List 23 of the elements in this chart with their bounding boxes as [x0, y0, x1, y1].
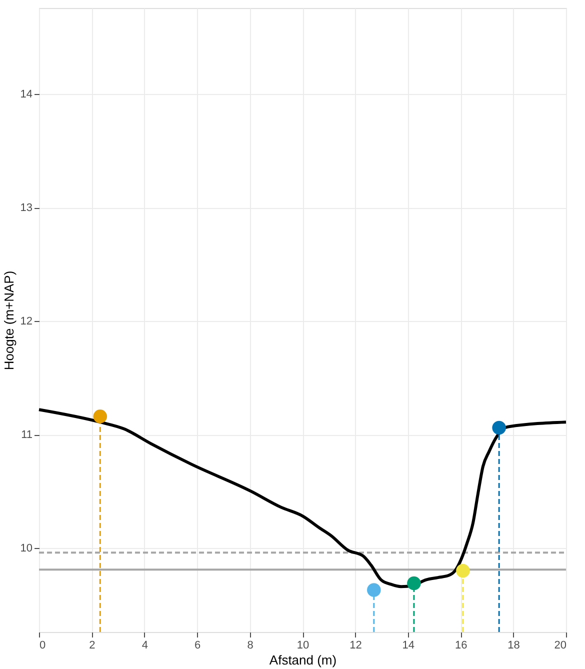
x-tick-label: 2 — [89, 640, 96, 652]
y-tick-label: 14 — [20, 88, 32, 101]
y-tick-label: 13 — [20, 202, 32, 214]
x-tick-label: 12 — [350, 640, 362, 652]
x-tick-label: 14 — [402, 640, 415, 652]
x-tick-label: 10 — [296, 640, 310, 652]
point — [492, 420, 506, 435]
y-tick-label: 10 — [20, 542, 32, 555]
x-tick-label: 20 — [554, 640, 566, 652]
point — [407, 576, 421, 590]
x-tick-label: 8 — [247, 640, 254, 652]
point — [456, 564, 470, 578]
x-tick-label: 18 — [508, 640, 520, 652]
y-axis-title: Hoogte (m+NAP) — [1, 270, 16, 370]
x-axis-title: Afstand (m) — [269, 652, 337, 668]
y-tick-label: 11 — [21, 429, 32, 442]
x-tick-label: 4 — [142, 640, 148, 652]
point — [367, 583, 381, 597]
y-tick-label: 12 — [20, 316, 32, 328]
x-tick-label: 0 — [40, 640, 46, 652]
x-tick-label: 6 — [194, 640, 201, 652]
x-tick-label: 16 — [454, 640, 468, 652]
point — [93, 410, 108, 424]
